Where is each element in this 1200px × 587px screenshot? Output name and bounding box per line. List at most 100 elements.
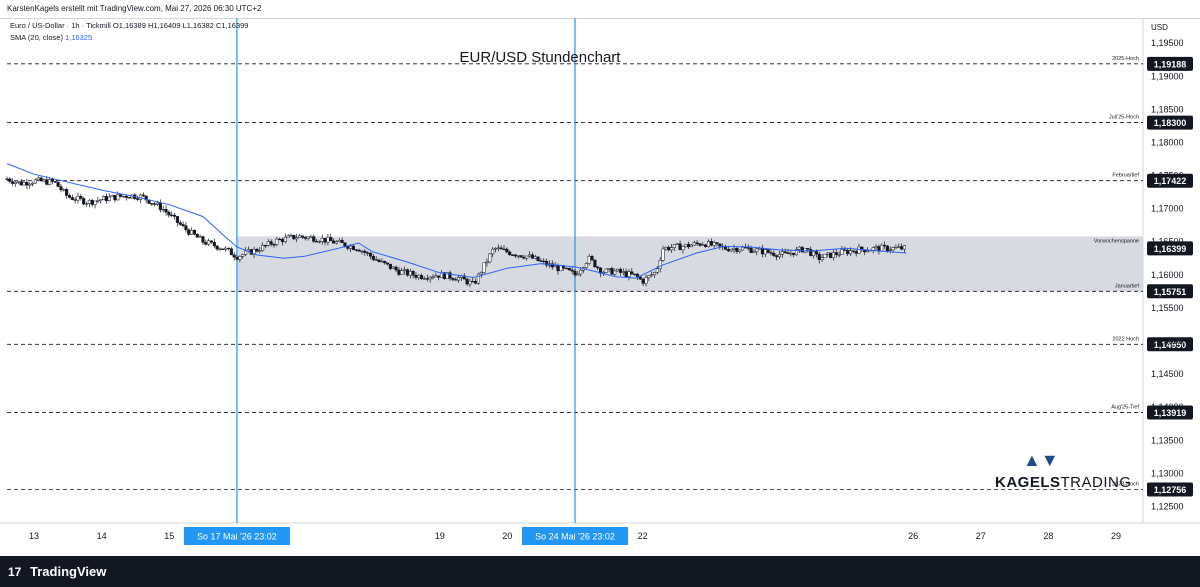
candle-body	[357, 249, 361, 252]
candle-body	[613, 270, 617, 275]
candle-body	[650, 274, 654, 276]
author-text: KarstenKagels erstellt mit TradingView.c…	[7, 4, 262, 13]
candle-body	[857, 246, 861, 254]
candle-body	[488, 253, 492, 263]
level-price-tag	[1147, 115, 1193, 130]
candle-body	[516, 255, 520, 257]
candle-body	[198, 236, 202, 238]
candle-body	[877, 246, 881, 252]
candle-body	[885, 245, 889, 251]
candle-body	[110, 195, 114, 198]
candle-body	[883, 244, 887, 247]
level-price-label: 1,13919	[1154, 408, 1187, 418]
candle-body	[553, 265, 557, 268]
candle-body	[306, 236, 310, 239]
candle-body	[596, 266, 600, 269]
candle-body	[87, 199, 91, 204]
candle-body	[451, 278, 455, 280]
candle-body	[681, 246, 685, 251]
level-price-tag	[1147, 173, 1193, 188]
candle-body	[107, 196, 111, 201]
tradingview-icon: 17	[8, 565, 22, 579]
tradingview-logo-text[interactable]: TradingView	[30, 564, 107, 579]
level-label: 2022 Hoch	[1112, 336, 1139, 342]
candle-body	[403, 269, 407, 272]
candle-body	[371, 256, 375, 260]
candle-body	[775, 255, 779, 258]
sma-value: 1,16325	[65, 33, 93, 42]
candle-body	[834, 252, 838, 255]
candle-body	[678, 243, 682, 251]
candle-body	[638, 276, 642, 280]
candle-body	[593, 259, 597, 268]
candle-body	[499, 247, 503, 250]
level-label: Februartief	[1112, 173, 1139, 179]
candle-body	[374, 259, 378, 261]
candle-body	[50, 179, 54, 182]
candle-body	[252, 248, 256, 255]
candle-body	[212, 242, 216, 247]
x-tick-label: 28	[1043, 531, 1053, 541]
candle-body	[823, 254, 827, 259]
candle-body	[11, 181, 15, 184]
y-tick-label: 1,15500	[1151, 303, 1184, 313]
candle-body	[346, 246, 350, 249]
candle-body	[894, 247, 898, 249]
candle-body	[164, 209, 168, 213]
candle-body	[670, 247, 674, 251]
candle-body	[280, 238, 285, 243]
candle-body	[204, 242, 208, 245]
candle-body	[283, 236, 287, 243]
candle-body	[178, 222, 182, 225]
candle-body	[752, 251, 756, 253]
candle-body	[36, 177, 40, 181]
candle-body	[329, 237, 333, 242]
candle-body	[570, 269, 574, 272]
author-bar: KarstenKagels erstellt mit TradingView.c…	[0, 0, 1200, 19]
candle-body	[780, 251, 784, 255]
level-price-tag	[1147, 337, 1193, 352]
candle-body	[848, 250, 853, 255]
candle-body	[244, 250, 248, 255]
candle-body	[67, 195, 72, 198]
candle-body	[431, 276, 435, 279]
candle-body	[902, 245, 906, 250]
candle-body	[161, 209, 165, 211]
candle-body	[587, 256, 591, 264]
candle-body	[865, 250, 870, 253]
y-tick-label: 1,17500	[1151, 171, 1184, 181]
candle-body	[405, 269, 409, 276]
candle-body	[854, 251, 858, 254]
level-label: 2025-Hoch	[1112, 56, 1139, 62]
candle-body	[786, 252, 790, 255]
candle-body	[519, 255, 523, 258]
symbol-line: Euro / US-Dollar · 1h · Tickmill O1,1638…	[10, 21, 249, 30]
candle-body	[255, 248, 259, 252]
candle-body	[317, 241, 321, 243]
candle-body	[525, 255, 529, 259]
candle-body	[226, 247, 231, 250]
candle-body	[297, 235, 302, 238]
candle-body	[658, 260, 662, 269]
candle-body	[31, 182, 35, 185]
y-tick-label: 1,17000	[1151, 204, 1184, 214]
candle-body	[70, 197, 74, 200]
level-price-tag	[1147, 482, 1193, 497]
candle-body	[715, 242, 719, 245]
y-tick-label: 1,12500	[1151, 501, 1184, 511]
candle-body	[738, 249, 742, 252]
candle-body	[701, 244, 705, 246]
candle-body	[400, 270, 404, 275]
candle-body	[579, 270, 583, 275]
x-tick-label: 27	[976, 531, 986, 541]
candle-body	[522, 256, 526, 259]
price-chart[interactable]: Vorwochenspanne 2025-Hoch 1,19188 Juli'25-H…	[0, 18, 1200, 556]
candle-body	[888, 249, 892, 251]
brand-name: KAGELSTRADING	[995, 474, 1132, 491]
candle-body	[158, 202, 162, 211]
sma-label: SMA (20, close)	[10, 33, 63, 42]
candle-body	[144, 195, 148, 201]
candle-body	[420, 275, 424, 279]
candle-body	[564, 267, 569, 270]
